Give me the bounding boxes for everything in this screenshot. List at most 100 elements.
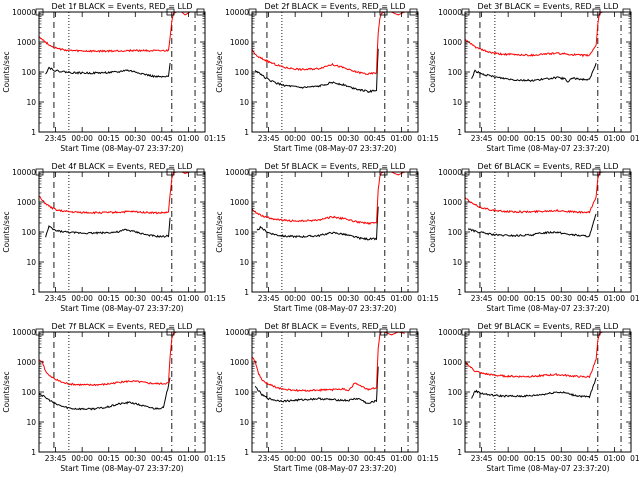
y-tick-label: 100 [448, 388, 463, 397]
y-tick-label: 100 [22, 388, 37, 397]
chart-panel: Det 6f BLACK = Events, RED = LLD 1 10 100 10… [428, 162, 640, 313]
panel-title: Det 5f BLACK = Events, RED = LLD [264, 162, 405, 171]
x-tick-label: 00:00 [71, 454, 93, 463]
y-tick-label: 1000 [17, 358, 36, 367]
flag-marker [592, 8, 601, 16]
x-tick-label: 00:15 [311, 454, 333, 463]
plot-frame [38, 331, 206, 453]
y-tick-label: 10 [239, 418, 249, 427]
x-tick-label: 01:00 [604, 134, 626, 143]
x-tick-label: 00:30 [550, 454, 572, 463]
x-tick-label: 00:45 [577, 134, 599, 143]
events-series-line [467, 213, 597, 238]
panel-title: Det 3f BLACK = Events, RED = LLD [477, 2, 618, 11]
y-axis-label: Counts/sec [2, 51, 11, 92]
events-series-line [45, 62, 171, 78]
x-tick-label: 01:15 [417, 454, 439, 463]
x-tick-label: 01:00 [604, 294, 626, 303]
x-tick-label: 00:15 [311, 134, 333, 143]
x-tick-label: 00:15 [98, 134, 120, 143]
x-tick-label: 00:15 [524, 454, 546, 463]
y-axis-label: Counts/sec [215, 211, 224, 252]
panel-title: Det 4f BLACK = Events, RED = LLD [51, 162, 192, 171]
panel-title: Det 8f BLACK = Events, RED = LLD [264, 322, 405, 331]
x-tick-label: 01:15 [204, 454, 226, 463]
x-tick-label: 01:15 [417, 294, 439, 303]
y-tick-label: 1000 [443, 38, 462, 47]
y-tick-label: 100 [235, 388, 250, 397]
x-tick-label: 23:45 [258, 294, 280, 303]
x-axis-label: Start Time (08-May-07 23:37:20) [60, 304, 183, 313]
x-tick-label: 01:15 [204, 134, 226, 143]
y-tick-label: 1000 [17, 198, 36, 207]
y-tick-label: 1000 [443, 198, 462, 207]
y-tick-label: 100 [22, 68, 37, 77]
y-tick-label: 1000 [230, 38, 249, 47]
plot-frame [251, 11, 419, 133]
x-tick-label: 01:00 [391, 134, 413, 143]
x-tick-label: 01:15 [630, 134, 640, 143]
x-tick-label: 01:15 [417, 134, 439, 143]
x-tick-label: 01:15 [204, 294, 226, 303]
y-tick-label: 1 [457, 448, 462, 457]
y-tick-label: 100 [235, 68, 250, 77]
plot-frame [464, 331, 632, 453]
x-tick-label: 23:45 [258, 134, 280, 143]
y-tick-label: 1000 [443, 358, 462, 367]
y-tick-label: 1000 [230, 358, 249, 367]
plot-frame [251, 171, 419, 293]
events-series-line [256, 206, 379, 241]
y-axis-label: Counts/sec [215, 51, 224, 92]
x-tick-label: 00:45 [364, 134, 386, 143]
chart-panel: Det 1f BLACK = Events, RED = LLD 1 10 100 10… [2, 2, 226, 153]
y-tick-label: 1 [31, 288, 36, 297]
x-tick-label: 01:00 [178, 134, 200, 143]
events-series-line [254, 366, 379, 405]
lld-series-line [465, 172, 621, 214]
x-tick-label: 00:45 [364, 454, 386, 463]
x-tick-label: 00:30 [337, 454, 359, 463]
x-tick-label: 00:00 [497, 454, 519, 463]
x-axis-label: Start Time (08-May-07 23:37:20) [486, 304, 609, 313]
y-tick-label: 10 [239, 98, 249, 107]
x-tick-label: 01:00 [391, 294, 413, 303]
y-axis-label: Counts/sec [428, 51, 437, 92]
lld-series-line [39, 332, 177, 387]
chart-panel: Det 7f BLACK = Events, RED = LLD 1 10 100 10… [2, 322, 226, 473]
x-tick-label: 00:15 [311, 294, 333, 303]
events-series-line [45, 217, 171, 238]
chart-panel: Det 8f BLACK = Events, RED = LLD 1 10 100 10… [215, 322, 439, 473]
x-tick-label: 23:45 [45, 134, 67, 143]
x-tick-label: 01:00 [178, 454, 200, 463]
y-tick-label: 10000 [225, 328, 249, 337]
x-tick-label: 01:00 [391, 454, 413, 463]
flag-marker [166, 8, 175, 16]
flag-marker [379, 168, 388, 176]
chart-panel: Det 3f BLACK = Events, RED = LLD 1 10 100 10… [428, 2, 640, 153]
lld-series-line [465, 332, 621, 379]
lld-series-line [39, 12, 195, 53]
y-tick-label: 10000 [438, 328, 462, 337]
y-axis-label: Counts/sec [215, 371, 224, 412]
y-tick-label: 10 [452, 418, 462, 427]
x-tick-label: 00:30 [124, 294, 146, 303]
y-tick-label: 10000 [12, 168, 36, 177]
lld-series-line [252, 332, 405, 392]
y-tick-label: 10000 [438, 168, 462, 177]
y-tick-label: 1 [31, 448, 36, 457]
y-axis-label: Counts/sec [2, 211, 11, 252]
x-tick-label: 01:15 [630, 454, 640, 463]
x-tick-label: 01:00 [178, 294, 200, 303]
x-tick-label: 00:00 [71, 134, 93, 143]
y-tick-label: 10 [452, 258, 462, 267]
y-tick-label: 10000 [12, 328, 36, 337]
x-tick-label: 23:45 [45, 294, 67, 303]
x-axis-label: Start Time (08-May-07 23:37:20) [60, 144, 183, 153]
lld-series-line [252, 12, 405, 76]
x-axis-label: Start Time (08-May-07 23:37:20) [273, 144, 396, 153]
x-axis-label: Start Time (08-May-07 23:37:20) [273, 464, 396, 473]
chart-panel: Det 9f BLACK = Events, RED = LLD 1 10 100 10… [428, 322, 640, 473]
y-axis-label: Counts/sec [428, 211, 437, 252]
y-tick-label: 100 [448, 228, 463, 237]
flag-marker [166, 328, 175, 336]
